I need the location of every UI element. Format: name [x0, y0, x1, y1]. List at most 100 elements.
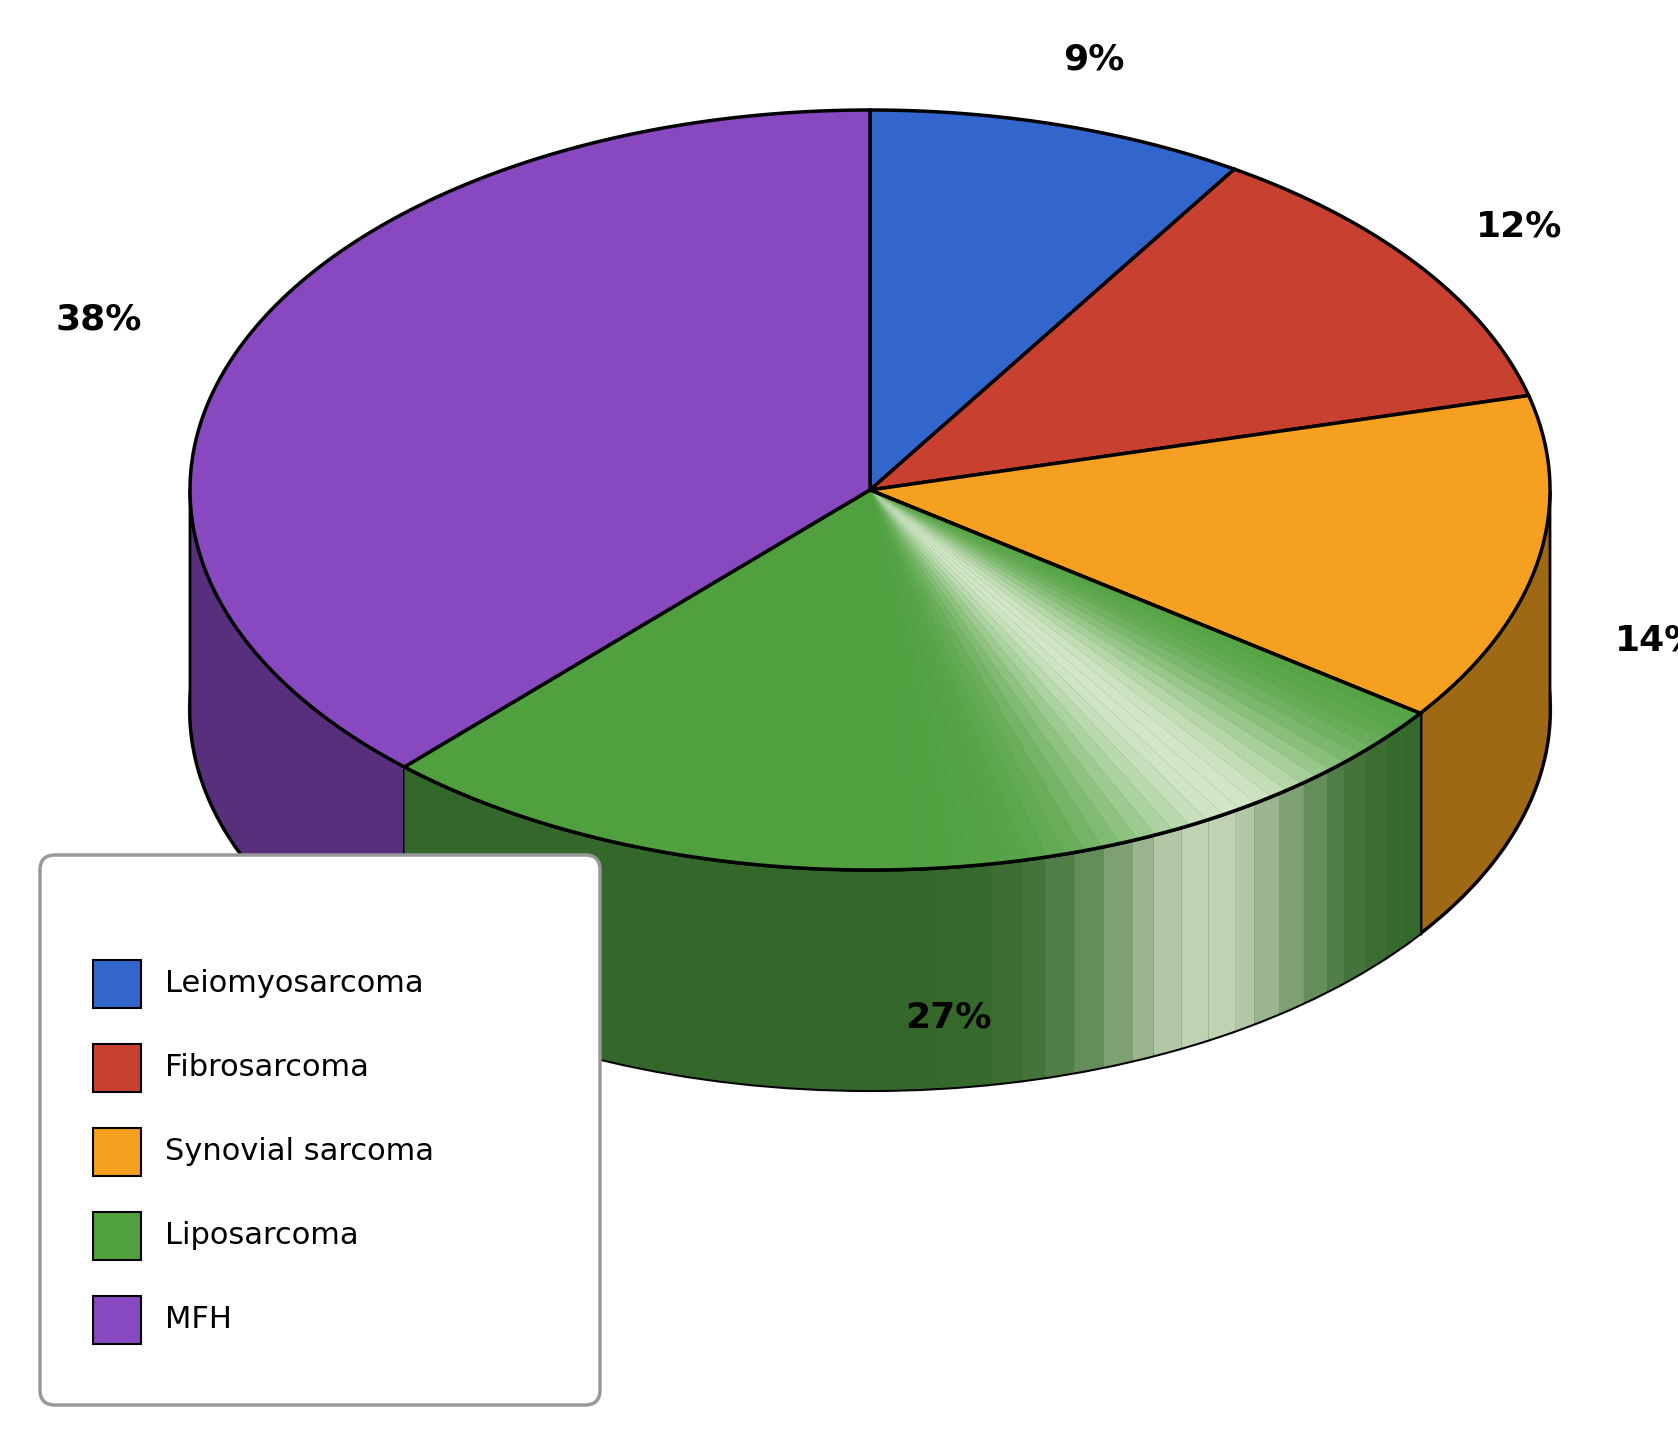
Polygon shape [1153, 828, 1181, 1056]
Text: Fibrosarcoma: Fibrosarcoma [164, 1054, 369, 1083]
Polygon shape [648, 849, 678, 1074]
Polygon shape [1074, 847, 1104, 1073]
Polygon shape [515, 815, 542, 1043]
Polygon shape [869, 489, 1029, 862]
Polygon shape [488, 804, 515, 1034]
Polygon shape [1104, 841, 1133, 1067]
Polygon shape [1327, 762, 1344, 992]
Polygon shape [869, 168, 1529, 489]
Text: 9%: 9% [1064, 42, 1124, 77]
Polygon shape [1133, 835, 1153, 1060]
Polygon shape [869, 489, 1206, 825]
Polygon shape [542, 823, 569, 1051]
Polygon shape [723, 489, 869, 864]
FancyBboxPatch shape [92, 960, 141, 1008]
Polygon shape [668, 489, 869, 855]
Polygon shape [463, 489, 869, 802]
Polygon shape [1280, 783, 1304, 1013]
Polygon shape [686, 489, 869, 858]
Polygon shape [869, 489, 1396, 739]
Polygon shape [869, 489, 1102, 851]
Polygon shape [421, 775, 445, 1006]
Polygon shape [869, 489, 1173, 835]
Polygon shape [869, 489, 1084, 854]
Polygon shape [404, 713, 1420, 1090]
Polygon shape [579, 489, 869, 838]
Polygon shape [404, 767, 421, 996]
Polygon shape [470, 797, 488, 1025]
Polygon shape [190, 489, 404, 987]
Polygon shape [1366, 738, 1386, 970]
Text: 38%: 38% [55, 302, 143, 337]
Polygon shape [1181, 819, 1208, 1048]
Polygon shape [869, 489, 1190, 831]
Polygon shape [705, 489, 869, 861]
Text: Liposarcoma: Liposarcoma [164, 1221, 359, 1250]
Polygon shape [743, 489, 869, 865]
Polygon shape [780, 489, 869, 868]
Polygon shape [869, 489, 1344, 770]
Polygon shape [596, 489, 869, 842]
Text: 12%: 12% [1477, 209, 1562, 244]
Polygon shape [869, 489, 1287, 797]
Polygon shape [846, 870, 876, 1090]
Polygon shape [1235, 803, 1255, 1031]
Polygon shape [448, 489, 869, 794]
Polygon shape [631, 489, 869, 849]
Polygon shape [869, 489, 1371, 755]
Polygon shape [869, 489, 1384, 746]
Polygon shape [869, 489, 1223, 820]
Polygon shape [869, 489, 1302, 790]
Polygon shape [869, 489, 972, 867]
Polygon shape [1255, 793, 1280, 1024]
Polygon shape [544, 489, 869, 829]
Polygon shape [495, 489, 869, 813]
Polygon shape [819, 489, 869, 870]
Polygon shape [591, 836, 619, 1063]
Polygon shape [190, 110, 869, 767]
Polygon shape [700, 858, 730, 1082]
Polygon shape [869, 489, 896, 870]
Polygon shape [869, 489, 1138, 844]
Polygon shape [869, 489, 953, 868]
Polygon shape [619, 844, 648, 1069]
Polygon shape [869, 489, 1331, 777]
Text: MFH: MFH [164, 1305, 232, 1334]
Polygon shape [869, 489, 1272, 803]
Polygon shape [420, 489, 869, 781]
Text: 27%: 27% [904, 1000, 992, 1034]
Polygon shape [876, 870, 908, 1090]
Polygon shape [1208, 810, 1235, 1040]
FancyBboxPatch shape [40, 855, 601, 1406]
Polygon shape [869, 395, 1550, 713]
Text: 14%: 14% [1614, 623, 1678, 656]
Text: Synovial sarcoma: Synovial sarcoma [164, 1137, 435, 1166]
Polygon shape [569, 831, 591, 1057]
Polygon shape [869, 489, 1066, 857]
Polygon shape [869, 489, 1358, 762]
Polygon shape [869, 489, 1240, 815]
Ellipse shape [206, 340, 1534, 1080]
FancyBboxPatch shape [92, 1297, 141, 1345]
Polygon shape [800, 489, 869, 868]
Polygon shape [649, 489, 869, 852]
Polygon shape [908, 868, 930, 1089]
Polygon shape [869, 489, 935, 870]
Polygon shape [760, 865, 790, 1088]
Polygon shape [678, 854, 700, 1077]
Polygon shape [790, 867, 814, 1089]
Polygon shape [560, 489, 869, 833]
Polygon shape [1344, 751, 1366, 983]
Polygon shape [869, 489, 1156, 839]
Polygon shape [527, 489, 869, 823]
Polygon shape [1044, 852, 1074, 1077]
Polygon shape [478, 489, 869, 807]
Polygon shape [869, 489, 1420, 722]
Polygon shape [1406, 713, 1420, 944]
Polygon shape [869, 489, 992, 865]
Polygon shape [961, 864, 992, 1086]
Polygon shape [992, 861, 1022, 1083]
Polygon shape [1420, 491, 1550, 934]
Polygon shape [614, 489, 869, 847]
Polygon shape [869, 489, 1408, 730]
